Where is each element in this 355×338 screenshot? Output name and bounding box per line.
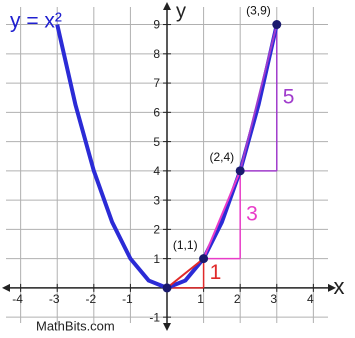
y-arrow (163, 323, 171, 331)
point-label: (1,1) (173, 238, 198, 252)
x-tick-label: -1 (122, 292, 133, 306)
x-tick-label: -2 (85, 292, 96, 306)
y-tick-label: 3 (153, 193, 160, 207)
x-arrow (328, 283, 336, 292)
y-tick-label: 7 (153, 76, 160, 90)
y-tick-label: 6 (153, 106, 160, 120)
x-tick-label: 1 (197, 292, 204, 306)
y-tick-label: 5 (153, 135, 160, 149)
rise-label: 3 (246, 202, 258, 225)
secant (166, 257, 205, 289)
y-tick-label: 1 (153, 252, 160, 266)
y-arrow (163, 2, 171, 10)
chart-title: y = x² (10, 10, 62, 33)
secant (202, 170, 242, 260)
source: MathBits.com (36, 318, 115, 333)
x-tick-label: 3 (270, 292, 277, 306)
y-tick-label: 4 (153, 164, 160, 178)
y-tick-label: -1 (149, 310, 160, 324)
point (272, 20, 282, 30)
point (162, 283, 172, 293)
x-tick-label: 4 (307, 292, 314, 306)
x-tick-label: -3 (49, 292, 60, 306)
y-tick-label: 8 (153, 47, 160, 61)
point-label: (2,4) (209, 150, 234, 164)
y-axis-label: y (176, 0, 186, 22)
point-label: (3,9) (246, 4, 271, 18)
point (199, 254, 209, 264)
point (235, 166, 245, 176)
x-axis-label: x (334, 274, 345, 299)
x-tick-label: -4 (12, 292, 23, 306)
x-arrow (2, 283, 10, 292)
rise-label: 5 (283, 85, 295, 108)
x-tick-label: 2 (234, 292, 241, 306)
y-tick-label: 2 (153, 223, 160, 237)
y-tick-label: 9 (153, 18, 160, 32)
rise-label: 1 (210, 261, 222, 284)
secant (239, 24, 278, 172)
